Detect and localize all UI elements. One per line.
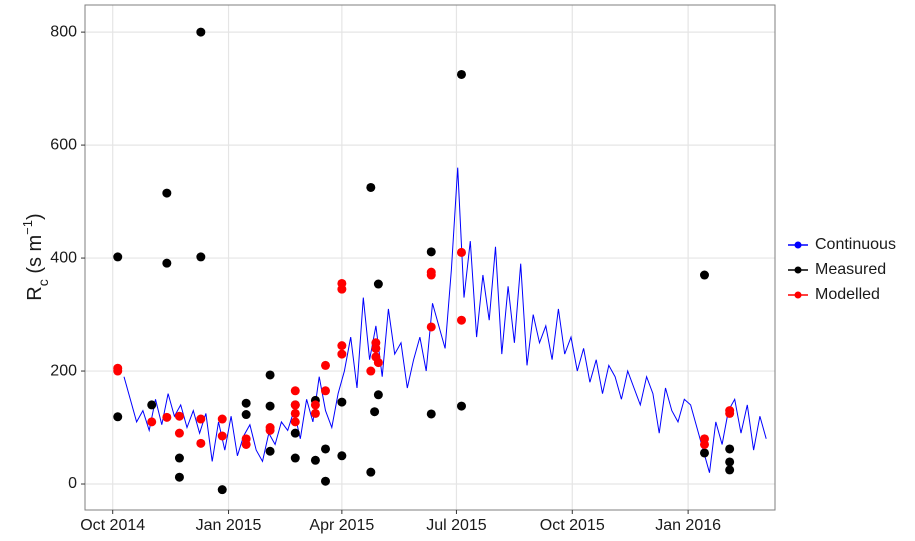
legend-label: Modelled [815,286,880,303]
line [123,167,767,473]
point [310,400,320,410]
legend-swatch-dot [794,266,802,274]
point [366,366,376,376]
point [337,397,347,407]
point [725,457,735,467]
point [290,428,300,438]
point [162,412,172,422]
point [162,258,172,268]
point [290,400,300,410]
y-axis-label-part: −1 [20,220,35,235]
point [265,446,275,456]
legend-swatch-dot [794,291,802,299]
point [113,366,123,376]
point [456,69,466,79]
point [371,338,381,348]
point [310,455,320,465]
point [426,247,436,257]
point [320,476,330,486]
point [174,411,184,421]
y-tick-label: 800 [50,23,77,40]
point [217,431,227,441]
point [456,401,466,411]
point [113,252,123,262]
point [426,409,436,419]
y-tick-label: 200 [50,362,77,379]
legend: Continuous Measured Modelled [788,236,896,303]
point [174,453,184,463]
legend-label: Measured [815,261,886,278]
point [290,386,300,396]
point [241,439,251,449]
point [290,408,300,418]
point [373,279,383,289]
y-tick-label: 600 [50,136,77,153]
point [196,27,206,37]
point [320,444,330,454]
point [241,398,251,408]
x-tick-label: Oct 2014 [80,517,145,534]
axes: 0 200 400 600 800 Oct 2014 Jan 2015 Apr 2015 Jul… [50,23,721,534]
point [370,407,380,417]
point [217,414,227,424]
point [310,408,320,418]
point [241,410,251,420]
point [196,414,206,424]
point [699,270,709,280]
point [196,438,206,448]
point [265,423,275,433]
point [147,417,157,427]
point [290,417,300,427]
y-tick-label: 400 [50,249,77,266]
x-tick-label: Apr 2015 [309,517,374,534]
point [366,182,376,192]
point [337,341,347,351]
legend-swatch-dot [794,241,802,249]
point [174,428,184,438]
point [113,412,123,422]
point [456,247,466,257]
y-axis-label-part: ) [24,213,46,220]
point [699,448,709,458]
point [725,408,735,418]
point [366,467,376,477]
y-axis-label-part: c [35,279,51,286]
point [426,322,436,332]
point [265,370,275,380]
x-tick-label: Oct 2015 [540,517,605,534]
point [290,453,300,463]
point [174,472,184,482]
point [456,315,466,325]
point [265,401,275,411]
point [162,188,172,198]
point [147,400,157,410]
point [373,358,383,368]
marks [113,27,767,495]
y-tick-label: 0 [68,475,77,492]
point [699,439,709,449]
point [337,451,347,461]
point [373,390,383,400]
x-tick-label: Jul 2015 [426,517,487,534]
point [320,360,330,370]
y-axis-label-part: (s m [24,235,46,279]
point [196,252,206,262]
point [320,386,330,396]
plot-border [84,4,776,511]
y-axis-label: Rc (s m−1) [20,213,51,300]
point [217,485,227,495]
legend-label: Continuous [815,236,896,253]
point [725,465,735,475]
point [337,349,347,359]
point [725,444,735,454]
x-tick-label: Jan 2015 [196,517,262,534]
point [426,270,436,280]
point [337,284,347,294]
x-tick-label: Jan 2016 [655,517,721,534]
y-axis-label-part: R [24,286,46,300]
